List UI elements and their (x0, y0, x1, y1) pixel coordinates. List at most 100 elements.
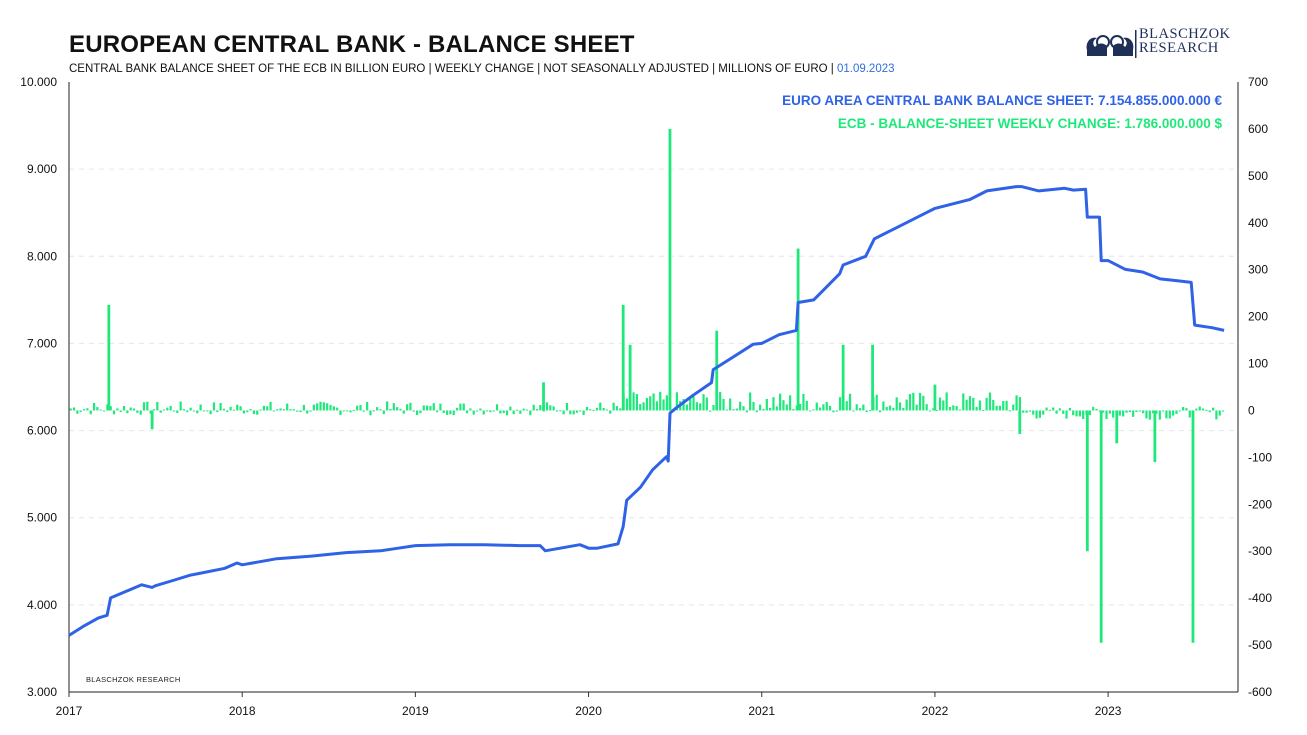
weekly-change-bar (139, 410, 142, 415)
weekly-change-bar (745, 410, 748, 413)
weekly-change-bar (172, 410, 176, 412)
weekly-change-bar (232, 409, 236, 411)
weekly-change-bar (282, 409, 285, 411)
weekly-change-bar (625, 398, 629, 411)
weekly-change-bar (915, 404, 918, 411)
weekly-change-bar (532, 404, 535, 411)
weekly-change-bar (209, 410, 212, 415)
weekly-change-bar (685, 404, 688, 411)
weekly-change-bar (559, 410, 562, 412)
weekly-change-bar (972, 397, 975, 411)
weekly-change-bar (722, 398, 725, 411)
weekly-change-bar (435, 410, 439, 413)
weekly-change-bar (179, 401, 182, 411)
weekly-change-bar (912, 392, 915, 411)
weekly-change-bar (259, 409, 262, 411)
weekly-change-bar (522, 408, 525, 411)
weekly-change-bar (519, 410, 522, 414)
weekly-change-bar (759, 404, 762, 411)
weekly-change-bar (892, 407, 895, 411)
weekly-change-bar (712, 405, 715, 411)
weekly-change-bar (749, 392, 752, 411)
weekly-change-bar (1105, 410, 1108, 419)
weekly-change-bar (272, 410, 275, 412)
weekly-change-bar (389, 408, 392, 411)
weekly-change-bar (779, 393, 782, 411)
logo-line-2: RESEARCH (1139, 40, 1219, 56)
weekly-change-bar (1132, 410, 1135, 417)
weekly-change-bar (925, 404, 928, 411)
weekly-change-bar (902, 407, 905, 411)
weekly-change-bar (362, 410, 365, 412)
weekly-change-bar (948, 406, 952, 411)
weekly-change-bar (306, 410, 309, 414)
weekly-change-bar (549, 405, 552, 411)
y-right-tick-label: 100 (1248, 357, 1268, 371)
weekly-change-bar (1162, 410, 1165, 412)
weekly-change-bar (292, 409, 295, 411)
weekly-change-bar (1182, 407, 1185, 411)
weekly-change-bar (659, 391, 662, 411)
weekly-change-bar (219, 402, 222, 411)
weekly-change-bar (1215, 410, 1218, 420)
weekly-change-spike (668, 128, 672, 411)
weekly-change-bar (162, 409, 166, 411)
y-right-tick-label: -600 (1248, 685, 1272, 699)
weekly-change-bar (146, 401, 149, 411)
weekly-change-bar (212, 402, 216, 411)
weekly-change-bar (239, 406, 242, 411)
weekly-change-bar (665, 395, 668, 411)
weekly-change-bar (136, 410, 139, 413)
weekly-change-bar (782, 400, 785, 411)
weekly-change-bar (1095, 408, 1098, 411)
weekly-change-bar (432, 403, 435, 411)
weekly-change-bar (116, 408, 119, 411)
weekly-change-bar (1122, 410, 1125, 417)
weekly-change-bar (905, 399, 908, 411)
weekly-change-bar (189, 407, 192, 411)
weekly-change-bar (985, 397, 988, 411)
weekly-change-bar (202, 410, 206, 412)
weekly-change-bar (1012, 404, 1015, 411)
weekly-change-bar (808, 410, 812, 412)
weekly-change-bar (1108, 410, 1111, 414)
weekly-change-bar (86, 408, 89, 411)
weekly-change-bar (792, 409, 795, 411)
weekly-change-bar (322, 402, 325, 411)
weekly-change-bar (502, 410, 505, 414)
weekly-change-bar (928, 410, 932, 412)
weekly-change-bar (535, 409, 539, 411)
weekly-change-bar (489, 410, 492, 413)
weekly-change-bar (509, 406, 512, 411)
weekly-change-bar (1201, 408, 1205, 411)
weekly-change-bar (1172, 410, 1175, 416)
weekly-change-bar (99, 409, 102, 411)
weekly-change-spike (628, 344, 632, 411)
weekly-change-bar (615, 406, 619, 411)
weekly-change-bar (92, 403, 96, 411)
weekly-change-bar (865, 410, 868, 413)
weekly-change-bar (199, 404, 202, 411)
weekly-change-bar (1128, 410, 1131, 413)
weekly-change-bar (242, 410, 246, 414)
weekly-change-bar (632, 392, 635, 411)
weekly-change-bar (1198, 406, 1201, 411)
weekly-change-bar (789, 395, 792, 411)
weekly-change-bar (1092, 406, 1095, 411)
weekly-change-bar (249, 409, 252, 411)
weekly-change-bar (452, 410, 455, 416)
weekly-change-bar (1102, 410, 1105, 413)
weekly-change-bar (286, 403, 289, 411)
weekly-change-bar (799, 403, 802, 411)
weekly-change-bar (276, 409, 279, 411)
weekly-change-bar (186, 410, 189, 413)
weekly-change-bar (206, 410, 209, 412)
weekly-change-bar (1048, 409, 1051, 411)
weekly-change-bar (855, 404, 858, 411)
weekly-change-bar (922, 395, 925, 411)
weekly-change-bar (399, 408, 402, 411)
weekly-change-bar (402, 410, 405, 414)
weekly-change-spike (871, 344, 874, 411)
weekly-change-bar (1158, 410, 1161, 420)
